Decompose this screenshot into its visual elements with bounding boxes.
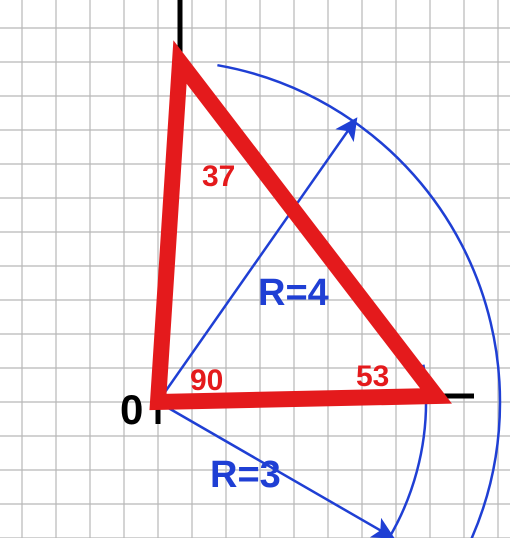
geometry-diagram: 0 37 90 53 R=4 R=3 xyxy=(0,0,510,538)
origin-label: 0 xyxy=(120,386,143,434)
radius-3-label: R=3 xyxy=(210,454,281,497)
angle-53-label: 53 xyxy=(356,360,389,394)
angle-90-label: 90 xyxy=(190,364,223,398)
angle-37-label: 37 xyxy=(202,160,235,194)
radius-4-label: R=4 xyxy=(258,272,329,315)
